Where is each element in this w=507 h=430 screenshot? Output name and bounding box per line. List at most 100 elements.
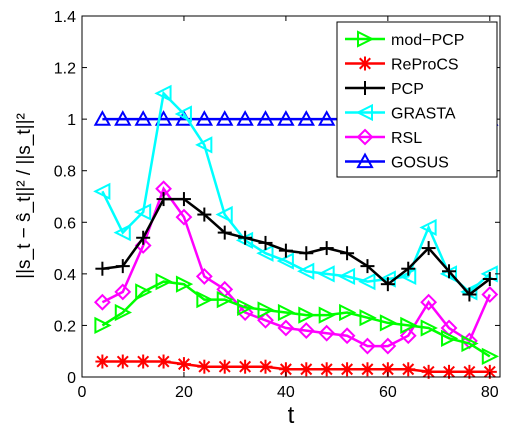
data-point-reprocs <box>156 354 171 369</box>
data-point-grasta <box>358 272 376 291</box>
data-point-reprocs <box>176 357 191 372</box>
data-point-mod-pcp <box>318 306 336 324</box>
data-point-pcp <box>115 259 130 274</box>
y-axis-label: ||s_t − ŝ_t||² / ||s_t||² <box>14 113 35 279</box>
data-point-pcp <box>421 241 436 256</box>
x-tick-label: 0 <box>78 384 87 401</box>
legend-marker <box>358 56 372 71</box>
data-point-reprocs <box>217 359 232 374</box>
legend-label: GRASTA <box>391 106 456 123</box>
data-point-reprocs <box>360 362 375 377</box>
data-point-grasta <box>297 262 315 280</box>
data-point-reprocs <box>421 364 436 379</box>
data-point-mod-pcp <box>400 316 418 335</box>
legend-marker <box>356 152 374 169</box>
y-tick-label: 1.2 <box>54 61 76 78</box>
data-point-reprocs <box>95 354 110 369</box>
data-point-pcp <box>360 259 375 274</box>
data-point-gosus <box>297 110 315 126</box>
data-point-gosus <box>256 110 275 126</box>
data-point-rsl <box>195 268 213 285</box>
data-point-reprocs <box>319 362 334 377</box>
data-point-pcp <box>319 241 334 256</box>
data-point-reprocs <box>401 362 416 377</box>
data-point-reprocs <box>482 364 497 379</box>
data-point-mod-pcp <box>461 334 479 353</box>
data-point-reprocs <box>136 354 151 369</box>
series-line-grasta <box>101 90 491 294</box>
data-point-pcp <box>462 287 477 302</box>
x-axis: 0 20 40 60 80 <box>78 16 499 401</box>
data-point-rsl <box>481 286 499 303</box>
data-point-mod-pcp <box>441 329 459 347</box>
x-tick-label: 20 <box>175 384 193 401</box>
data-point-reprocs <box>238 359 253 374</box>
y-tick-label: 1.4 <box>54 9 76 26</box>
data-point-pcp <box>401 261 416 276</box>
data-point-grasta <box>317 265 335 283</box>
data-point-rsl <box>399 327 417 345</box>
data-point-pcp <box>136 230 151 245</box>
y-tick-label: 0.6 <box>54 215 76 232</box>
data-point-rsl <box>277 319 295 337</box>
legend-label: PCP <box>391 81 424 98</box>
data-point-mod-pcp <box>359 309 377 327</box>
data-point-pcp <box>380 277 395 292</box>
y-tick-label: 0.2 <box>54 318 76 335</box>
data-point-grasta <box>113 223 131 242</box>
data-point-reprocs <box>197 359 212 374</box>
legend-entry-pcp: PCP <box>345 81 424 98</box>
x-tick-label: 80 <box>481 384 499 401</box>
data-point-rsl <box>318 324 336 342</box>
data-point-mod-pcp <box>155 272 173 291</box>
data-point-pcp <box>258 235 273 250</box>
data-point-mod-pcp <box>196 291 214 309</box>
data-point-gosus <box>93 110 112 126</box>
data-point-pcp <box>197 207 212 222</box>
legend-entry-rsl: RSL <box>345 128 422 147</box>
legend-label: mod−PCP <box>391 32 464 49</box>
data-point-rsl <box>175 208 193 226</box>
data-point-grasta <box>195 136 213 154</box>
data-point-reprocs <box>258 359 273 374</box>
data-point-grasta <box>93 182 111 200</box>
series-line-mod-pcp <box>101 280 491 358</box>
data-point-grasta <box>174 105 192 123</box>
data-point-reprocs <box>299 362 314 377</box>
legend: mod−PCP ReProCS PCP GRASTA RSL GOSUS <box>336 21 498 178</box>
data-point-pcp <box>442 264 457 279</box>
data-point-pcp <box>238 230 253 245</box>
data-point-mod-pcp <box>94 316 112 335</box>
data-point-pcp <box>299 246 314 261</box>
data-point-rsl <box>359 337 376 355</box>
data-point-grasta <box>154 84 172 102</box>
data-point-grasta <box>133 203 152 221</box>
data-point-rsl <box>420 293 438 311</box>
data-point-mod-pcp <box>339 303 357 322</box>
data-point-mod-pcp <box>175 275 194 293</box>
data-point-reprocs <box>340 362 355 377</box>
data-point-pcp <box>278 243 293 258</box>
data-point-gosus <box>236 110 254 126</box>
legend-label: RSL <box>391 130 422 147</box>
data-point-mod-pcp <box>257 301 275 319</box>
data-point-mod-pcp <box>298 306 316 324</box>
data-point-rsl <box>236 304 254 321</box>
data-point-pcp <box>340 246 355 261</box>
legend-entry-grasta: GRASTA <box>345 103 456 123</box>
data-point-mod-pcp <box>420 319 438 337</box>
data-point-rsl <box>379 337 397 355</box>
data-point-grasta <box>337 267 356 286</box>
y-tick-label: 1 <box>67 112 76 129</box>
x-axis-label: t <box>288 402 295 429</box>
legend-marker <box>355 103 373 122</box>
data-point-rsl <box>93 293 111 311</box>
legend-label: GOSUS <box>391 155 449 172</box>
series-pcp <box>95 192 497 302</box>
data-point-pcp <box>176 192 191 207</box>
data-point-mod-pcp <box>114 303 133 322</box>
data-point-pcp <box>217 225 232 240</box>
data-point-grasta <box>215 205 233 224</box>
y-axis: 0 0.2 0.4 0.6 0.8 1 1.2 1.4 <box>54 9 500 387</box>
